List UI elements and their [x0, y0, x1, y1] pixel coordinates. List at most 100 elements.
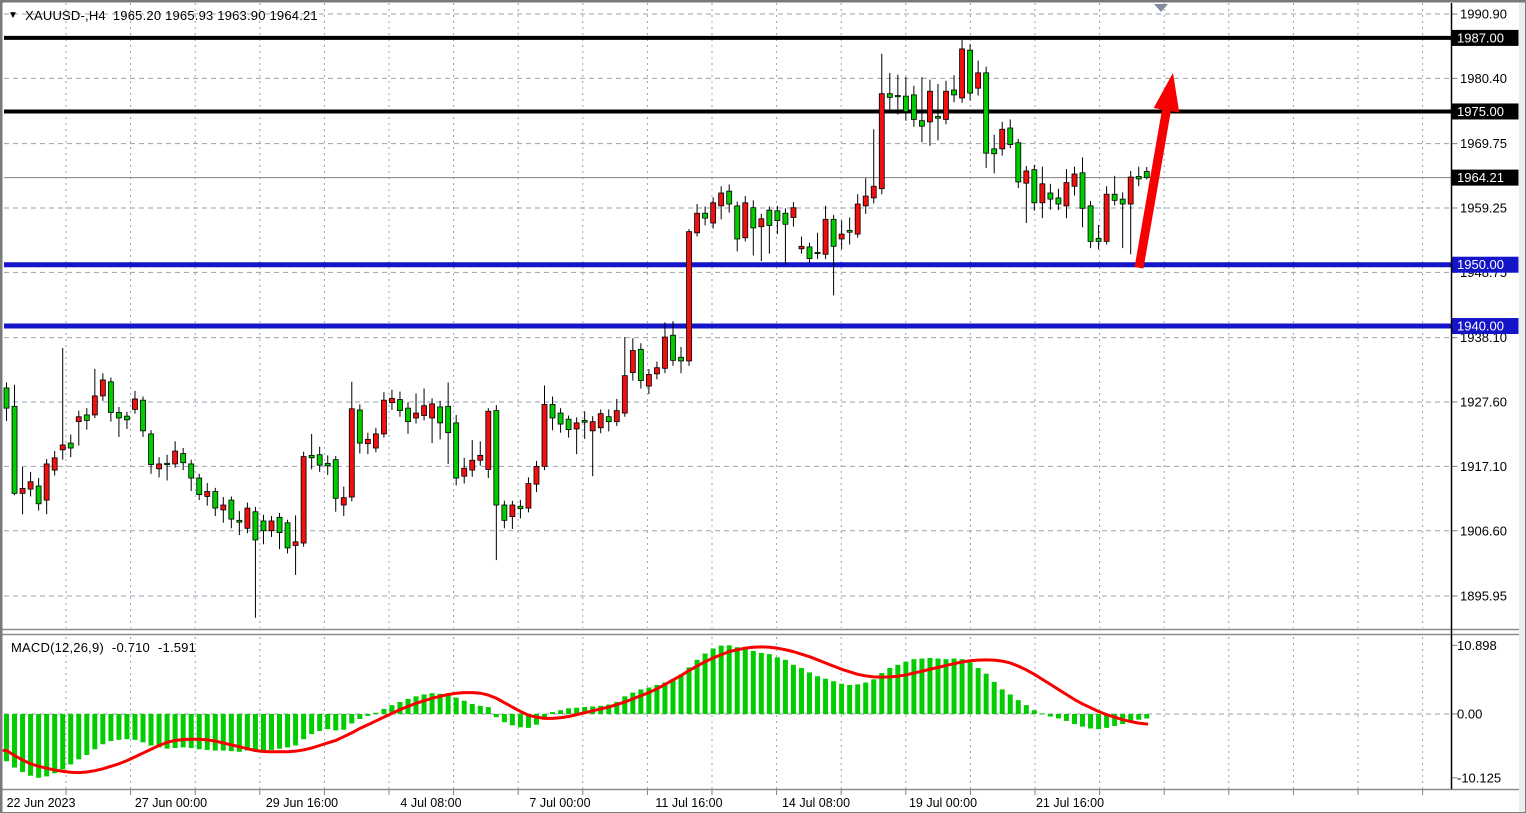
candle-bull — [621, 337, 628, 417]
macd-histogram-bar — [614, 702, 620, 714]
macd-histogram-bar — [148, 714, 154, 746]
macd-histogram-bar — [349, 714, 355, 724]
main-plot-area[interactable] — [4, 3, 1451, 628]
macd-histogram-bar — [1007, 694, 1013, 714]
macd-histogram-bar — [68, 714, 74, 765]
macd-histogram-bar — [116, 714, 122, 740]
price-axis-label: 1980.40 — [1460, 71, 1507, 86]
macd-histogram-bar — [710, 648, 716, 714]
macd-histogram-bar — [774, 657, 780, 714]
candle-bear — [846, 217, 853, 245]
candle-bull — [389, 389, 395, 410]
candle-bear — [766, 206, 773, 254]
price-axis-label: 1959.25 — [1460, 201, 1507, 216]
candle-bull — [364, 432, 371, 455]
macd-axis-label: 10.898 — [1457, 638, 1497, 653]
candle-bear — [782, 208, 789, 265]
candle-bear — [678, 346, 684, 374]
candle-bear — [1079, 157, 1086, 228]
macd-histogram-bar — [317, 714, 323, 732]
macd-histogram-bar — [44, 714, 50, 777]
macd-histogram-bar — [212, 714, 218, 751]
macd-histogram-bar — [726, 645, 732, 714]
candle-bull — [372, 427, 379, 453]
time-axis-label: 29 Jun 16:00 — [266, 796, 338, 810]
macd-histogram-bar — [999, 689, 1005, 714]
candle-bull — [292, 515, 299, 575]
candle-bear — [180, 448, 187, 471]
macd-histogram-bar — [469, 703, 475, 714]
macd-histogram-bar — [252, 714, 258, 752]
candle-bear — [437, 400, 444, 440]
candle-bull — [525, 477, 532, 513]
macd-histogram-bar — [277, 714, 283, 749]
macd-histogram-bar — [1063, 714, 1069, 721]
macd-histogram-bar — [847, 685, 853, 714]
macd-histogram-bar — [550, 712, 556, 714]
candle-bear — [1015, 139, 1022, 189]
candle-bear — [565, 415, 572, 438]
candle-bull — [1103, 186, 1110, 245]
macd-histogram-bar — [927, 657, 933, 714]
candle-bull — [975, 60, 982, 96]
candle-bear — [919, 77, 925, 143]
scroll-marker-icon[interactable] — [1154, 4, 1168, 12]
candle-bull — [51, 451, 58, 476]
macd-histogram-bar — [646, 687, 652, 714]
candle-bear — [308, 433, 315, 470]
price-axis-label: 1969.75 — [1460, 136, 1507, 151]
candle-bull — [613, 398, 620, 426]
macd-histogram-bar — [807, 672, 812, 714]
macd-histogram-bar — [662, 682, 668, 714]
candle-bear — [517, 500, 524, 519]
candle-bear — [894, 74, 901, 115]
macd-histogram-bar — [477, 705, 483, 714]
candle-bear — [196, 473, 203, 501]
candle-bear — [581, 411, 588, 439]
macd-histogram-bar — [357, 714, 363, 720]
macd-histogram-bar — [92, 714, 98, 750]
symbol-dropdown-icon[interactable]: ▼ — [8, 10, 19, 21]
candle-bear — [3, 382, 10, 422]
up-arrow-icon[interactable] — [1153, 72, 1180, 113]
candle-bear — [1055, 188, 1062, 211]
price-badge-label: 1975.00 — [1457, 104, 1504, 119]
macd-histogram-bar — [156, 714, 162, 748]
time-axis-label: 4 Jul 08:00 — [400, 796, 461, 810]
candle-bear — [276, 512, 283, 550]
macd-histogram-bar — [501, 714, 507, 723]
candle-bear — [1047, 183, 1054, 210]
macd-histogram-bar — [381, 708, 387, 714]
macd-histogram-bar — [790, 664, 796, 714]
candle-bear — [991, 134, 998, 174]
macd-name-label: MACD(12,26,9) — [11, 640, 104, 655]
candle-bear — [316, 446, 323, 472]
price-axis-panel[interactable] — [1452, 3, 1520, 789]
candle-bear — [967, 44, 973, 101]
candle-bear — [405, 402, 411, 434]
macd-histogram-bar — [453, 697, 459, 714]
macd-histogram-bar — [606, 704, 612, 714]
macd-value-label: -0.710 — [111, 640, 150, 655]
macd-histogram-bar — [1104, 714, 1110, 728]
macd-histogram-bar — [1144, 714, 1150, 719]
macd-histogram-bar — [196, 714, 202, 750]
macd-axis-label: 0.00 — [1457, 707, 1482, 722]
time-axis-label: 21 Jul 16:00 — [1036, 796, 1104, 810]
macd-histogram-bar — [670, 679, 676, 714]
time-axis-panel[interactable] — [1, 791, 1519, 813]
macd-histogram-bar — [124, 714, 130, 740]
macd-signal-line — [2, 645, 1149, 775]
candle-bull — [429, 398, 435, 444]
candle-bull — [654, 361, 660, 380]
macd-histogram-bar — [1023, 705, 1029, 714]
candle-bear — [886, 72, 893, 112]
candle-bull — [75, 410, 82, 446]
candle-bull — [686, 229, 692, 366]
macd-plot-area[interactable] — [4, 637, 1451, 789]
price-axis-label: 1927.60 — [1460, 395, 1507, 410]
candle-bull — [59, 348, 66, 460]
macd-histogram-bar — [951, 658, 957, 714]
candle-bear — [806, 242, 813, 263]
